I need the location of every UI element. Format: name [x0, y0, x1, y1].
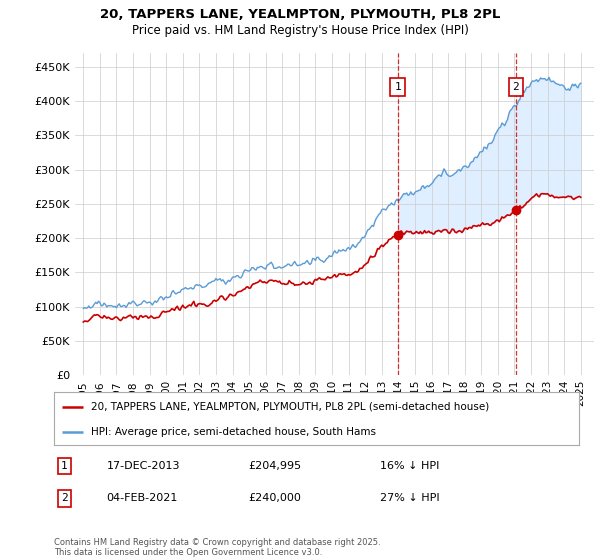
- Text: 2: 2: [512, 82, 519, 92]
- Text: HPI: Average price, semi-detached house, South Hams: HPI: Average price, semi-detached house,…: [91, 427, 376, 437]
- Text: Price paid vs. HM Land Registry's House Price Index (HPI): Price paid vs. HM Land Registry's House …: [131, 24, 469, 36]
- Text: 27% ↓ HPI: 27% ↓ HPI: [380, 493, 439, 503]
- Text: 16% ↓ HPI: 16% ↓ HPI: [380, 461, 439, 471]
- Text: 17-DEC-2013: 17-DEC-2013: [107, 461, 180, 471]
- Text: 1: 1: [61, 461, 68, 471]
- Text: 20, TAPPERS LANE, YEALMPTON, PLYMOUTH, PL8 2PL (semi-detached house): 20, TAPPERS LANE, YEALMPTON, PLYMOUTH, P…: [91, 402, 489, 412]
- Text: 2: 2: [61, 493, 68, 503]
- Text: Contains HM Land Registry data © Crown copyright and database right 2025.
This d: Contains HM Land Registry data © Crown c…: [54, 538, 380, 557]
- Text: 1: 1: [394, 82, 401, 92]
- Text: 20, TAPPERS LANE, YEALMPTON, PLYMOUTH, PL8 2PL: 20, TAPPERS LANE, YEALMPTON, PLYMOUTH, P…: [100, 8, 500, 21]
- Text: £204,995: £204,995: [248, 461, 301, 471]
- Text: 04-FEB-2021: 04-FEB-2021: [107, 493, 178, 503]
- Text: £240,000: £240,000: [248, 493, 301, 503]
